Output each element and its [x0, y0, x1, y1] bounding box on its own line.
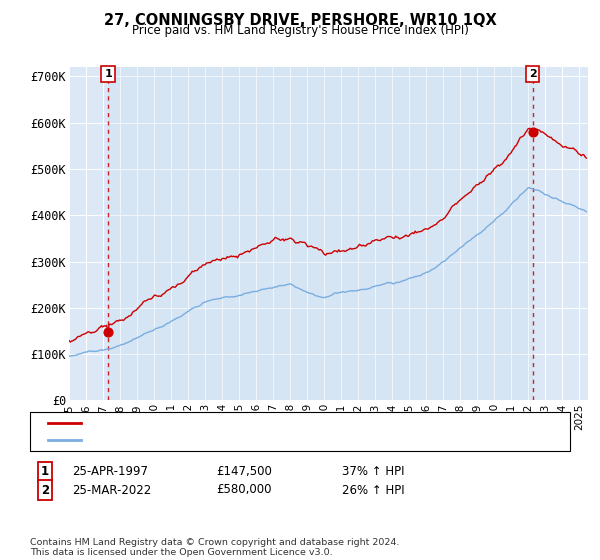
- Point: [103, 328, 113, 337]
- Text: Price paid vs. HM Land Registry's House Price Index (HPI): Price paid vs. HM Land Registry's House …: [131, 24, 469, 37]
- Text: 26% ↑ HPI: 26% ↑ HPI: [342, 483, 404, 497]
- Text: 2: 2: [529, 69, 536, 79]
- Bar: [108, 67, 533, 400]
- Text: Contains HM Land Registry data © Crown copyright and database right 2024.
This d: Contains HM Land Registry data © Crown c…: [30, 538, 400, 557]
- Text: 27, CONNINGSBY DRIVE, PERSHORE, WR10 1QX: 27, CONNINGSBY DRIVE, PERSHORE, WR10 1QX: [104, 13, 496, 28]
- Text: £147,500: £147,500: [216, 465, 272, 478]
- Point: [528, 128, 538, 137]
- Text: 27, CONNINGSBY DRIVE, PERSHORE, WR10 1QX (detached house): 27, CONNINGSBY DRIVE, PERSHORE, WR10 1QX…: [87, 418, 449, 428]
- Text: 37% ↑ HPI: 37% ↑ HPI: [342, 465, 404, 478]
- Text: 25-APR-1997: 25-APR-1997: [72, 465, 148, 478]
- Text: 25-MAR-2022: 25-MAR-2022: [72, 483, 151, 497]
- Text: 2: 2: [41, 483, 49, 497]
- Text: HPI: Average price, detached house, Wychavon: HPI: Average price, detached house, Wych…: [87, 435, 346, 445]
- Text: 1: 1: [41, 465, 49, 478]
- Text: £580,000: £580,000: [216, 483, 271, 497]
- Text: 1: 1: [104, 69, 112, 79]
